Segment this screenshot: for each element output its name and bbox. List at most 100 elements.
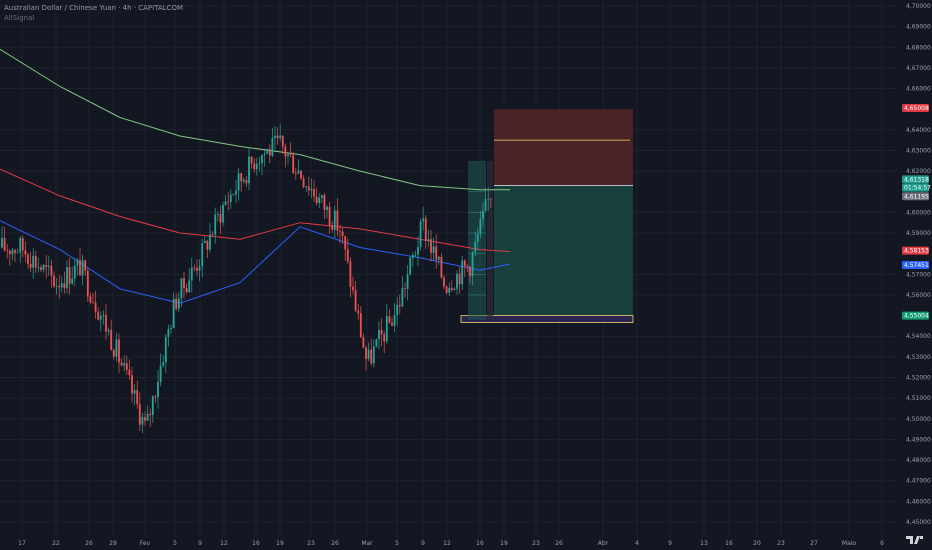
time-tick-label: 9 bbox=[668, 540, 672, 547]
candle-body bbox=[58, 286, 61, 288]
candle-body bbox=[27, 254, 29, 264]
candle-body bbox=[476, 234, 479, 242]
candle-body bbox=[489, 198, 492, 200]
tradingview-logo-icon[interactable] bbox=[905, 534, 925, 546]
candle-body bbox=[196, 267, 198, 271]
symbol-title[interactable]: Australian Dollar / Chinese Yuan · 4h · … bbox=[4, 4, 184, 12]
position-zones[interactable] bbox=[460, 109, 634, 324]
candle-body bbox=[159, 365, 162, 382]
candle-body bbox=[131, 375, 133, 394]
price-tag-text: 01:54:57 bbox=[904, 185, 931, 192]
legend: Australian Dollar / Chinese Yuan · 4h · … bbox=[4, 3, 183, 23]
candle-body bbox=[3, 237, 6, 251]
price-tick-label: 4,62000 bbox=[906, 168, 931, 175]
candle-body bbox=[211, 234, 214, 236]
candle-body bbox=[388, 316, 391, 323]
candle-body bbox=[206, 240, 209, 250]
candle-body bbox=[422, 218, 425, 222]
candle-body bbox=[440, 256, 443, 278]
candle-body bbox=[112, 349, 115, 357]
candle-body bbox=[310, 189, 313, 191]
candle-body bbox=[110, 330, 113, 350]
candle-body bbox=[305, 186, 308, 188]
candle-body bbox=[167, 329, 170, 338]
time-tick-label: 26 bbox=[555, 540, 563, 547]
time-tick-label: Fev bbox=[140, 540, 151, 547]
candle-body bbox=[29, 263, 32, 268]
candle-body bbox=[378, 330, 380, 340]
time-tick-label: Maio bbox=[842, 540, 857, 547]
price-tag-last: 4,61195 bbox=[902, 192, 929, 201]
candle-body bbox=[232, 194, 235, 196]
price-tags: 4,65008 4,61318 01:54:574,61195 4,58153 4,57… bbox=[902, 103, 931, 320]
candle-body bbox=[344, 235, 347, 250]
price-tick-label: 4,54000 bbox=[906, 333, 931, 340]
time-tick-label: 23 bbox=[307, 540, 315, 547]
time-tick-label: 19 bbox=[500, 540, 508, 547]
price-axis-bg[interactable] bbox=[897, 0, 932, 550]
candle-body bbox=[133, 390, 136, 394]
candle-body bbox=[326, 206, 328, 210]
candle-body bbox=[16, 252, 19, 254]
candle-body bbox=[482, 210, 484, 220]
time-axis-bg[interactable] bbox=[0, 537, 897, 550]
time-tick-label: 12 bbox=[220, 540, 228, 547]
candle-body bbox=[398, 304, 401, 307]
time-axis[interactable]: 17 22 26 29 Fev 5 9 12 16 19 23 26 Mar 5 9 12 16 19 23 26 Ab… bbox=[0, 537, 897, 550]
candle-body bbox=[141, 417, 144, 425]
candle-body bbox=[66, 267, 68, 289]
time-tick-label: 13 bbox=[700, 540, 708, 547]
price-axis[interactable]: 4,70000 4,69000 4,68000 4,67000 4,66000 4,640… bbox=[897, 0, 932, 550]
candle-body bbox=[73, 265, 76, 279]
candle-body bbox=[471, 252, 474, 276]
candle-body bbox=[307, 186, 310, 191]
candle-body bbox=[177, 298, 180, 309]
candle-body bbox=[414, 254, 417, 256]
time-tick-label: 17 bbox=[18, 540, 26, 547]
candle-body bbox=[45, 264, 48, 268]
candle-body bbox=[47, 265, 50, 268]
take-profit-zone[interactable] bbox=[494, 185, 633, 316]
candle-body bbox=[97, 311, 100, 320]
price-tag-text: 4,61318 bbox=[904, 176, 929, 183]
target-box[interactable] bbox=[460, 315, 634, 324]
price-tick-label: 4,67000 bbox=[906, 65, 931, 72]
candle-body bbox=[224, 201, 227, 205]
candle-body bbox=[53, 275, 55, 287]
candle-body bbox=[432, 246, 435, 253]
candle-body bbox=[99, 315, 102, 320]
time-tick-label: 29 bbox=[109, 540, 117, 547]
price-tick-label: 4,51000 bbox=[906, 395, 931, 402]
candle-body bbox=[245, 179, 248, 184]
candle-body bbox=[11, 250, 14, 255]
price-tag-text: 4,57451 bbox=[904, 262, 929, 269]
candle-body bbox=[445, 286, 448, 293]
candle-body bbox=[417, 246, 419, 255]
candle-body bbox=[105, 315, 107, 332]
candle-body bbox=[463, 260, 466, 267]
time-tick-label: 12 bbox=[443, 540, 451, 547]
candle-body bbox=[320, 195, 323, 198]
candle-body bbox=[456, 273, 458, 289]
candle-body bbox=[349, 261, 352, 287]
time-tick-label: 9 bbox=[421, 540, 425, 547]
stop-loss-zone[interactable] bbox=[494, 109, 633, 186]
time-tick-label: 16 bbox=[725, 540, 733, 547]
candle-body bbox=[279, 135, 282, 139]
candle-body bbox=[120, 362, 123, 366]
candle-body bbox=[24, 250, 27, 255]
grid bbox=[0, 0, 897, 537]
candle-body bbox=[404, 288, 406, 289]
indicator-label[interactable]: AllSignal bbox=[4, 14, 35, 22]
candle-body bbox=[271, 138, 274, 156]
candle-body bbox=[40, 267, 42, 270]
candle-body bbox=[385, 316, 388, 342]
price-tag-text: 4,61195 bbox=[904, 193, 929, 200]
candle-body bbox=[375, 339, 378, 347]
time-tick-label: 23 bbox=[532, 540, 540, 547]
candle-body bbox=[94, 302, 97, 312]
candle-body bbox=[227, 201, 230, 203]
candle-body bbox=[370, 349, 373, 364]
